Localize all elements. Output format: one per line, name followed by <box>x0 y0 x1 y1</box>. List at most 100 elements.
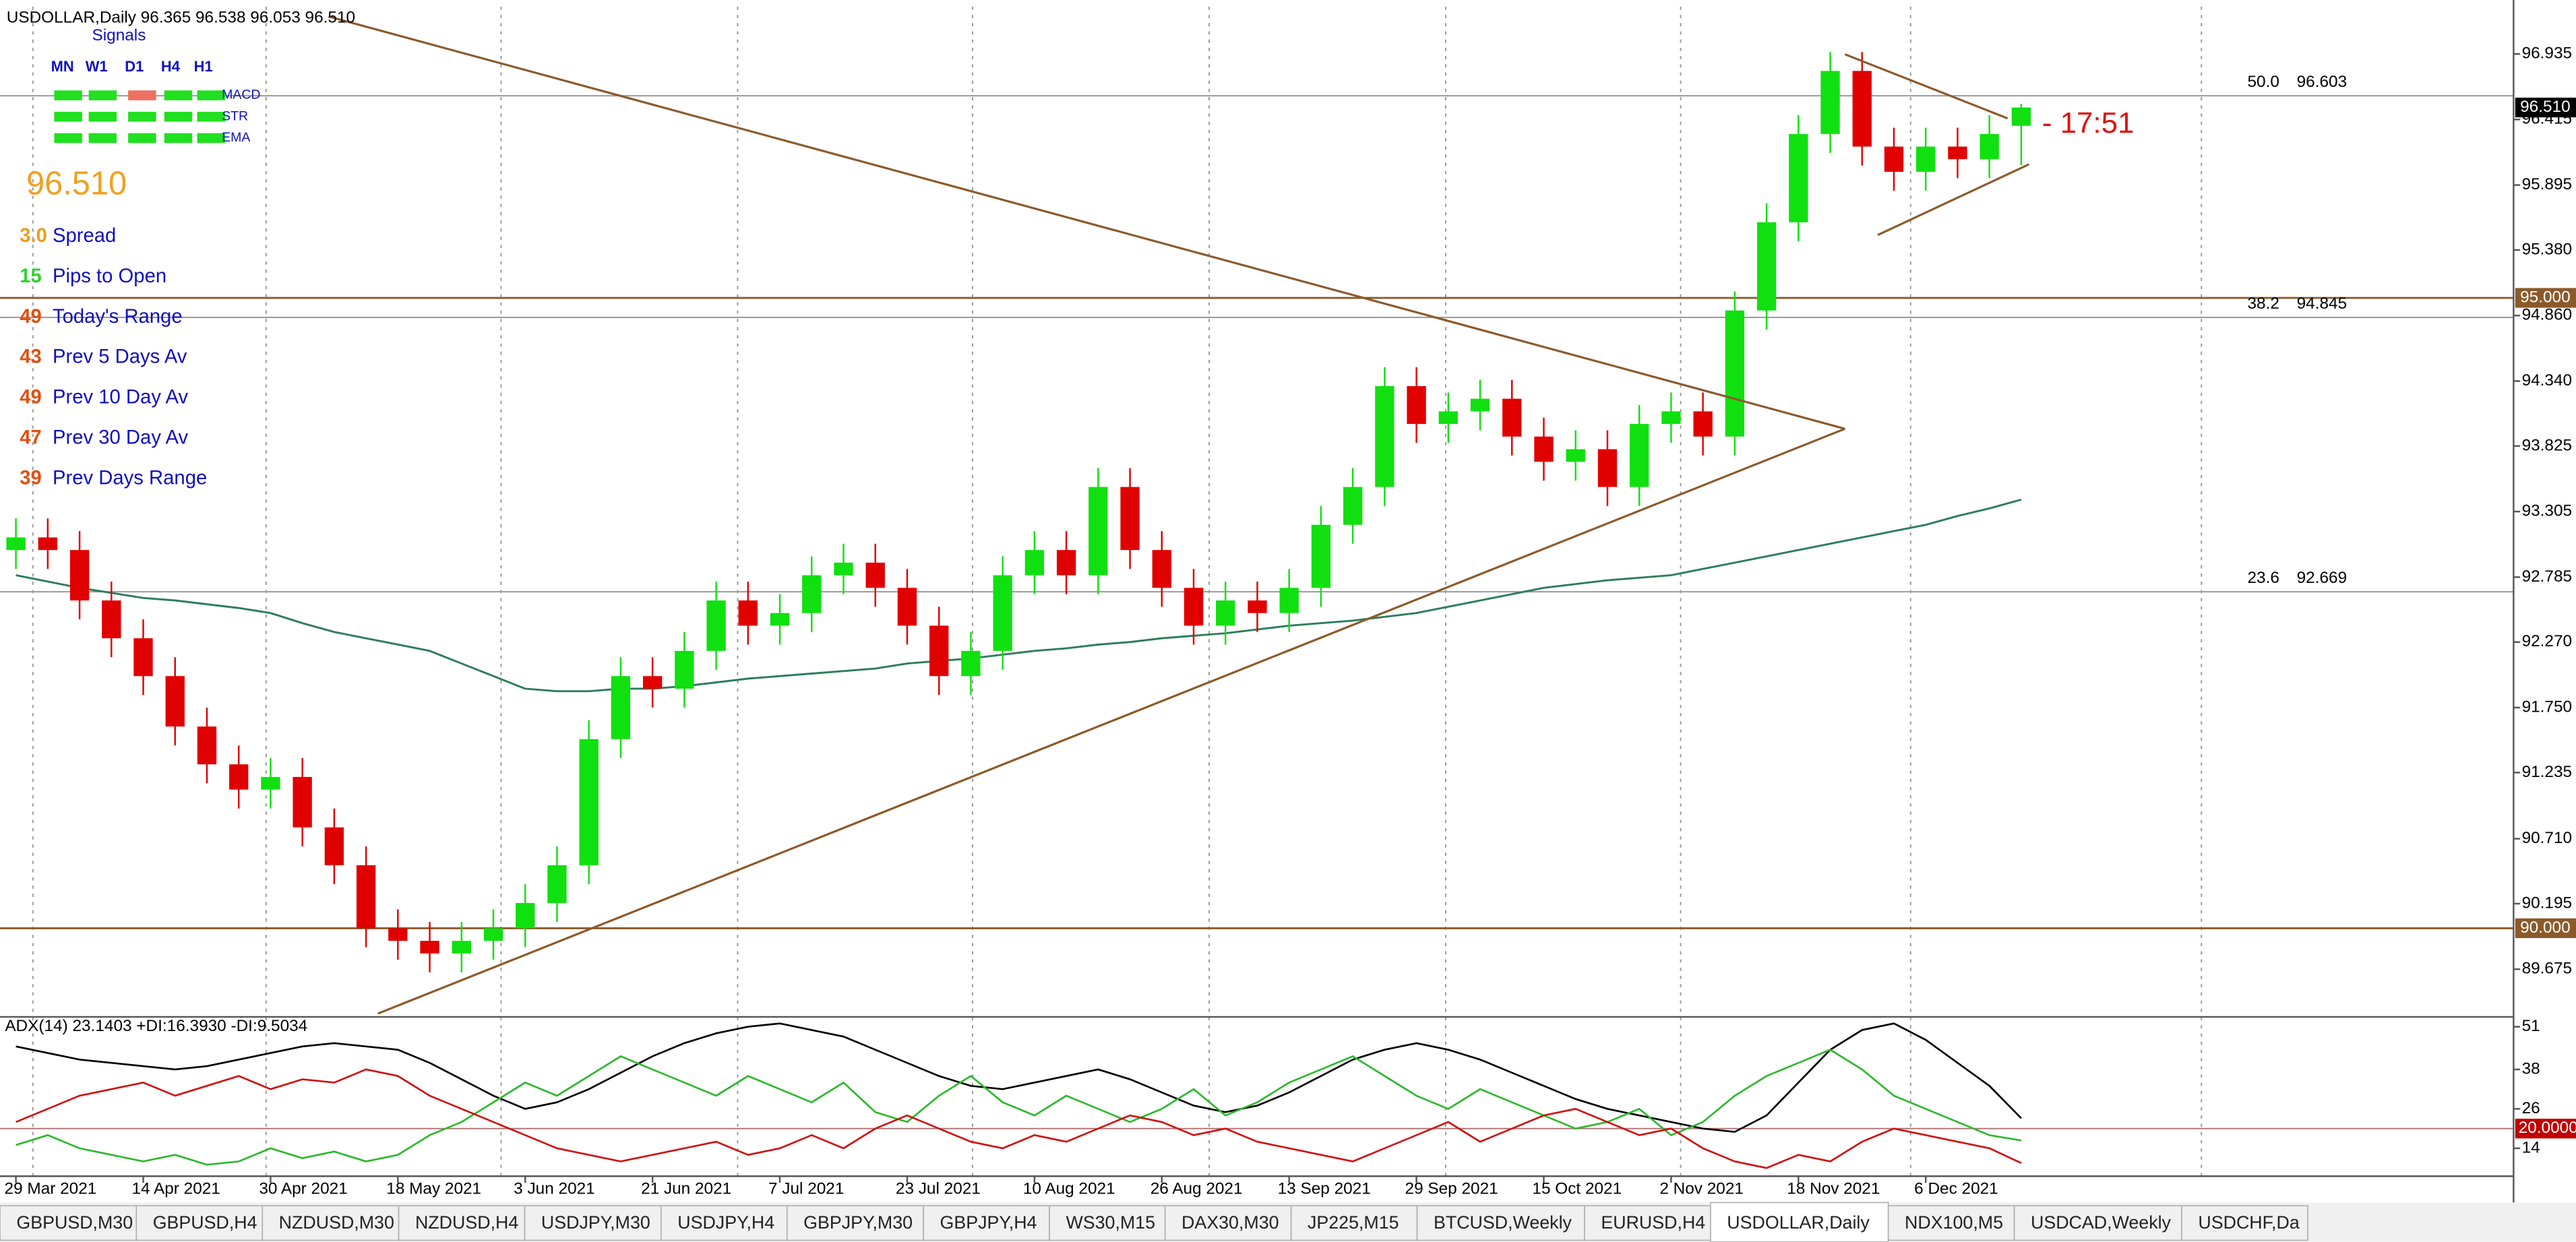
candle-body <box>675 650 694 689</box>
candle-body <box>547 865 567 904</box>
tab[interactable] <box>1710 1202 1889 1242</box>
price-tick-label: 92.270 <box>2522 632 2573 650</box>
price-tick-label: 90.710 <box>2522 829 2573 847</box>
tab-label: NZDUSD,H4 <box>415 1212 518 1233</box>
candle-body <box>1502 398 1522 437</box>
stat-value: 39 <box>20 468 42 489</box>
candle-body <box>1438 411 1458 425</box>
signal-row-name: STR <box>222 108 248 123</box>
candle-body <box>1407 385 1426 425</box>
price-tick-label: 93.305 <box>2522 502 2573 520</box>
signal-cell <box>197 133 225 144</box>
tab[interactable] <box>398 1205 526 1241</box>
stat-value: 3.0 <box>20 225 47 247</box>
time-label: 23 Jul 2021 <box>896 1179 981 1198</box>
indicator-line <box>16 1068 2022 1169</box>
indicator-header: ADX(14) 23.1403 +DI:16.3930 -DI:9.5034 <box>5 1017 307 1035</box>
signal-column: H1 <box>194 58 213 75</box>
tab[interactable] <box>1584 1205 1711 1241</box>
candle-body <box>706 600 726 651</box>
candle-body <box>929 625 949 677</box>
adx-tick-label: 51 <box>2522 1017 2540 1035</box>
tab-label: USDOLLAR,Daily <box>1727 1212 1870 1233</box>
candle-body <box>642 676 663 689</box>
stat-value: 47 <box>20 427 42 449</box>
tab[interactable] <box>135 1205 264 1241</box>
signal-row-name: EMA <box>222 130 250 145</box>
tab-label: WS30,M15 <box>1066 1212 1155 1233</box>
candle-body <box>1120 487 1140 551</box>
stat-value: 15 <box>20 266 42 287</box>
candle-body <box>1279 588 1299 613</box>
current-price-big: 96.510 <box>26 165 127 201</box>
candle-body <box>1343 487 1363 525</box>
signal-cell <box>54 90 82 100</box>
adx-tick-label: 26 <box>2522 1099 2540 1117</box>
time-label: 14 Apr 2021 <box>131 1179 220 1198</box>
candle-body <box>1661 411 1681 425</box>
current-price-box <box>2515 97 2576 118</box>
time-label: 3 Jun 2021 <box>514 1179 595 1198</box>
tab-label: USDCAD,Weekly <box>2031 1212 2172 1233</box>
candle-body <box>1216 600 1235 626</box>
price-tick-label: 91.235 <box>2522 763 2573 781</box>
stat-label: Prev Days Range <box>53 468 207 489</box>
tab[interactable] <box>923 1205 1050 1241</box>
tab[interactable] <box>262 1205 400 1241</box>
price-tick-label: 90.195 <box>2522 894 2573 912</box>
adx-tick-label: 14 <box>2522 1138 2540 1156</box>
signal-cell <box>54 111 82 122</box>
tab[interactable] <box>1416 1205 1585 1241</box>
tab[interactable] <box>524 1205 662 1241</box>
candle-body <box>1789 133 1808 222</box>
fib-level: 38.2 <box>2248 294 2279 313</box>
candle-body <box>1980 133 1999 160</box>
signal-cell <box>128 90 156 100</box>
tab[interactable] <box>1164 1205 1292 1241</box>
tab[interactable] <box>2181 1205 2308 1241</box>
trend-line <box>1877 163 2029 237</box>
time-label: 2 Nov 2021 <box>1659 1179 1744 1198</box>
ui: 96.93596.41595.89595.38094.86094.34093.8… <box>0 44 2576 1242</box>
price-tick-label: 96.935 <box>2522 44 2573 62</box>
candle-body <box>324 827 344 865</box>
trend-line <box>1844 53 2008 120</box>
candle-body <box>961 650 981 677</box>
tab-label: NDX100,M5 <box>1905 1212 2003 1233</box>
candle-body <box>1534 436 1554 462</box>
signal-cell <box>197 111 225 122</box>
fib-price: 94.845 <box>2297 294 2348 313</box>
tab[interactable] <box>660 1205 788 1241</box>
candle-body <box>69 550 90 601</box>
signal-cell <box>88 111 117 122</box>
candle-body <box>834 562 853 576</box>
candle-body <box>1630 424 1649 487</box>
candle-body <box>133 638 153 677</box>
tab-label: GBPUSD,H4 <box>153 1212 257 1233</box>
chart-header: USDOLLAR,Daily 96.365 96.538 96.053 96.5… <box>7 8 355 26</box>
tab-label: USDJPY,M30 <box>541 1212 650 1233</box>
adx-tick-label: 38 <box>2522 1059 2540 1078</box>
candle-body <box>1566 449 1585 462</box>
candle-body <box>2011 107 2031 126</box>
candle-body <box>1152 550 1171 588</box>
tab[interactable] <box>0 1205 137 1241</box>
candle-body <box>452 941 471 954</box>
candle-body <box>102 600 121 639</box>
candle-body <box>738 600 758 626</box>
candle-body <box>865 562 885 588</box>
candle-body <box>579 739 599 865</box>
tab-label: GBPJPY,H4 <box>940 1212 1037 1233</box>
tab[interactable] <box>2013 1205 2182 1241</box>
candle-body <box>1852 71 1872 147</box>
signal-column: H4 <box>161 58 181 75</box>
time-label: 7 Jul 2021 <box>768 1179 844 1198</box>
fib-price: 92.669 <box>2297 569 2348 587</box>
candle-body <box>1693 411 1713 437</box>
candle-body <box>197 726 217 765</box>
tab[interactable] <box>1049 1205 1166 1241</box>
current-price-label: 96.510 <box>2520 98 2571 116</box>
fib-level: 50.0 <box>2248 73 2279 91</box>
tab[interactable] <box>786 1205 924 1241</box>
